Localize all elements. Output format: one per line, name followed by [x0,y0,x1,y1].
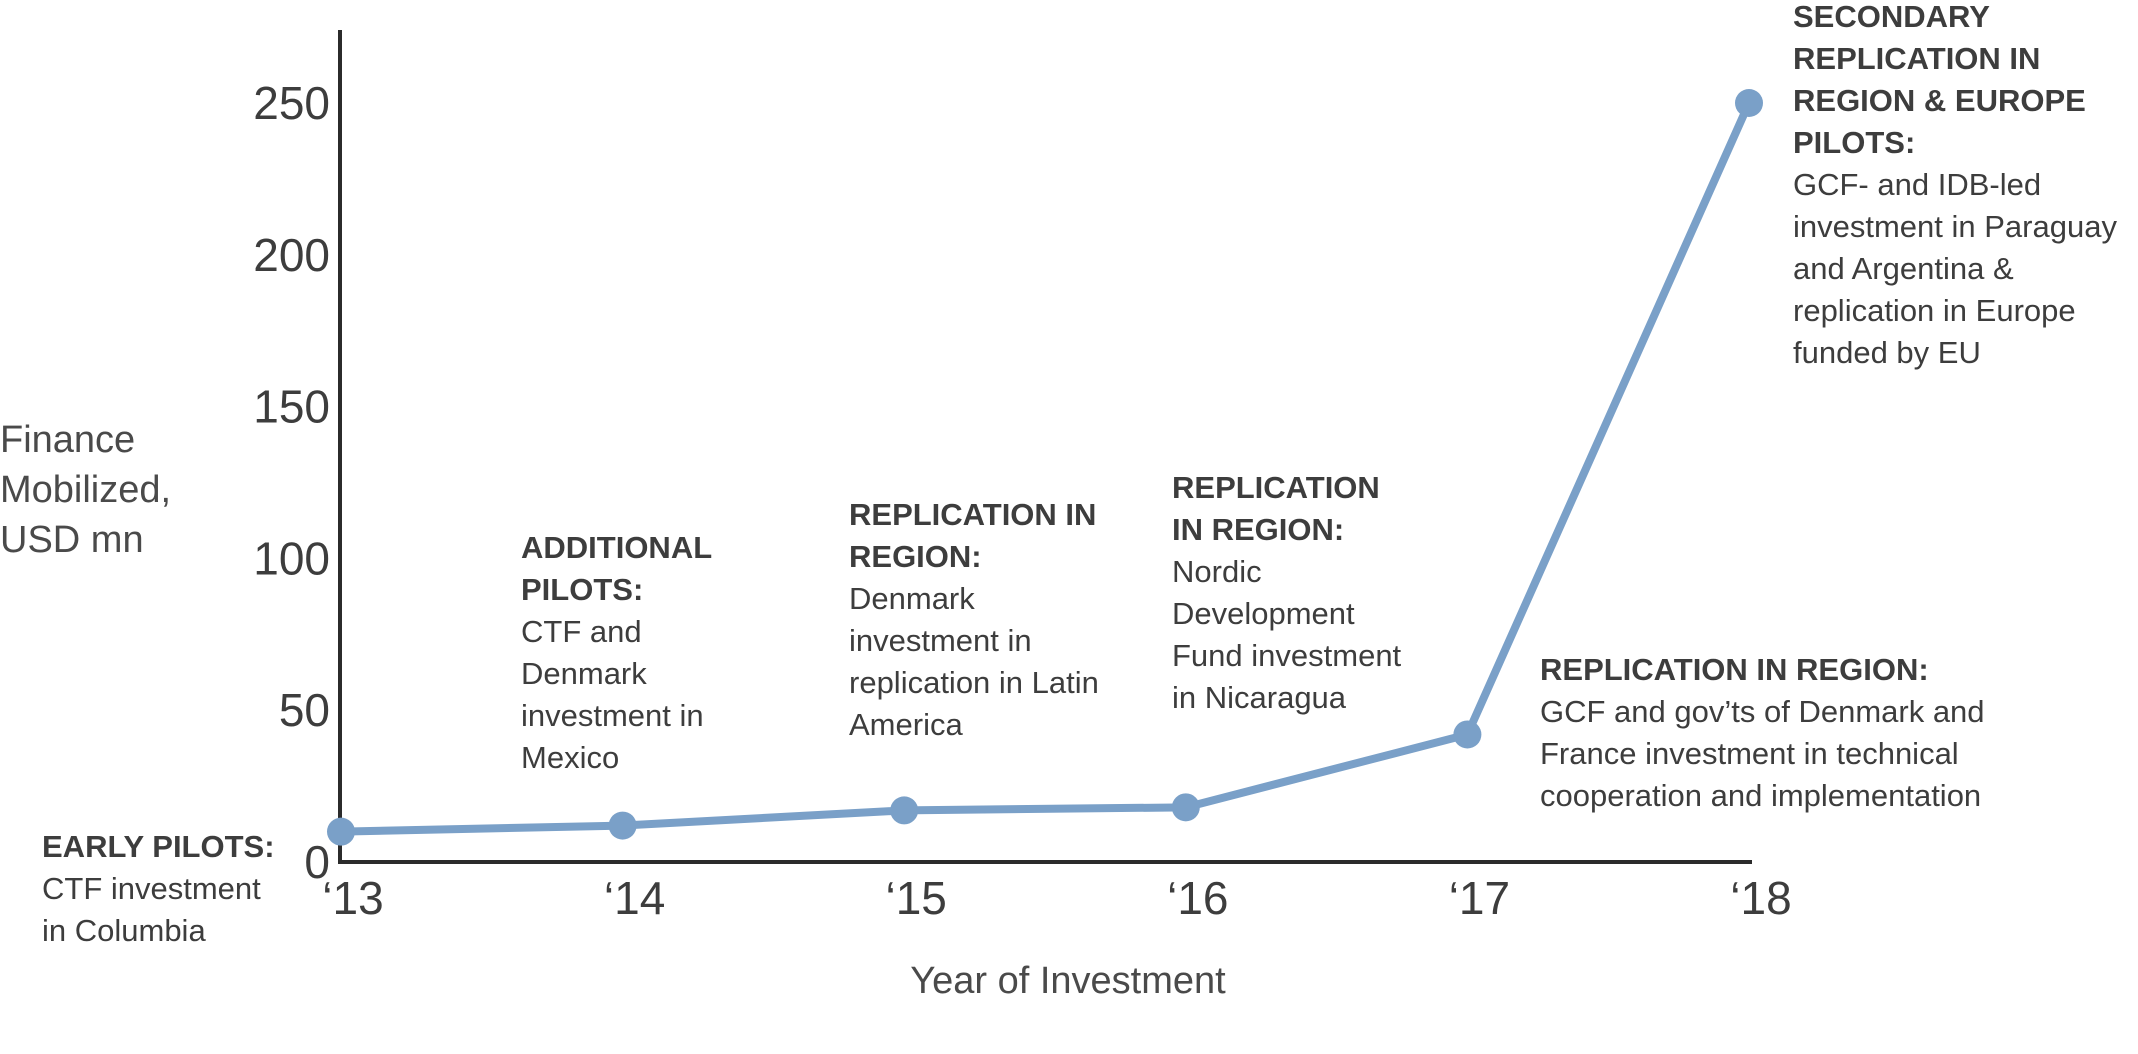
annotation-body: France investment in technical [1540,736,1959,771]
y-axis-title: USD mn [0,519,144,561]
annotation-body: CTF investment [42,871,261,906]
y-tick-labels: 0 50 100 150 200 250 [253,77,330,888]
series-line [337,99,1753,836]
annotation: SECONDARY REPLICATION IN REGION & EUROPE PI… [1793,0,2117,370]
annotation-body: investment in [849,623,1032,658]
x-tick-label: ‘18 [1730,872,1791,924]
annotation-body: in Nicaragua [1172,680,1347,715]
annotation-body: and Argentina & [1793,251,2014,286]
annotation-body: investment in [521,698,704,733]
annotation-body: Nordic [1172,554,1262,589]
data-point [890,796,919,825]
annotation-body: Denmark [521,656,647,691]
data-point [1453,720,1482,749]
annotation-body: GCF- and IDB-led [1793,167,2041,202]
annotation-body: Development [1172,596,1355,631]
x-axis-title: Year of Investment [910,960,1226,1002]
x-tick-label: ‘17 [1449,872,1510,924]
x-tick-label: ‘15 [886,872,947,924]
x-tick-labels: ‘13 ‘14 ‘15 ‘16 ‘17 ‘18 [322,872,1791,924]
annotation-title: REGION & EUROPE [1793,83,2086,118]
annotation-title: PILOTS: [1793,125,1915,160]
x-tick-label: ‘16 [1167,872,1228,924]
annotation-title: PILOTS: [521,572,643,607]
y-tick-label: 250 [253,77,330,129]
annotation-title: IN REGION: [1172,512,1344,547]
annotation: REPLICATION IN REGION: Denmark investment i… [849,497,1099,742]
data-point [1735,89,1763,117]
annotation: REPLICATION IN REGION: GCF and gov’ts of … [1540,652,1985,813]
annotations: EARLY PILOTS: CTF investment in Columbia AD… [42,0,2117,948]
annotation-title: REPLICATION IN [849,497,1096,532]
annotation-body: replication in Latin [849,665,1099,700]
data-point [1171,793,1200,822]
annotation-title: ADDITIONAL [521,530,712,565]
annotation-title: SECONDARY [1793,0,1990,34]
annotation-body: in Columbia [42,913,206,948]
y-axis-title: Mobilized, [0,469,171,511]
y-tick-label: 50 [279,684,330,736]
annotation-title: REPLICATION IN REGION: [1540,652,1929,687]
annotation-body: GCF and gov’ts of Denmark and [1540,694,1985,729]
x-tick-label: ‘14 [604,872,665,924]
data-point [608,811,637,840]
annotation-body: Mexico [521,740,619,775]
annotation-body: investment in Paraguay [1793,209,2117,244]
series [327,89,1763,846]
annotation: ADDITIONAL PILOTS: CTF and Denmark investmen… [521,530,712,775]
annotation: REPLICATION IN REGION: Nordic Development Fu… [1172,470,1402,715]
y-axis-title: Finance [0,419,135,461]
x-tick-label: ‘13 [322,872,383,924]
annotation-body: Fund investment [1172,638,1402,673]
annotation-body: replication in Europe [1793,293,2076,328]
annotation-body: funded by EU [1793,335,1981,370]
y-tick-label: 0 [304,836,330,888]
annotation-title: REPLICATION IN [1793,41,2040,76]
axes [338,30,1752,864]
annotation-body: America [849,707,963,742]
annotation: EARLY PILOTS: CTF investment in Columbia [42,829,275,948]
y-tick-label: 100 [253,532,330,584]
annotation-title: EARLY PILOTS: [42,829,275,864]
annotation-title: REGION: [849,539,982,574]
annotation-title: REPLICATION [1172,470,1380,505]
annotation-body: CTF and [521,614,642,649]
data-point [327,817,355,846]
axis-titles: Year of Investment Finance Mobilized, USD m… [0,419,1226,1002]
annotation-body: cooperation and implementation [1540,778,1981,813]
annotation-body: Denmark [849,581,975,616]
y-tick-label: 150 [253,381,330,433]
y-tick-label: 200 [253,229,330,281]
